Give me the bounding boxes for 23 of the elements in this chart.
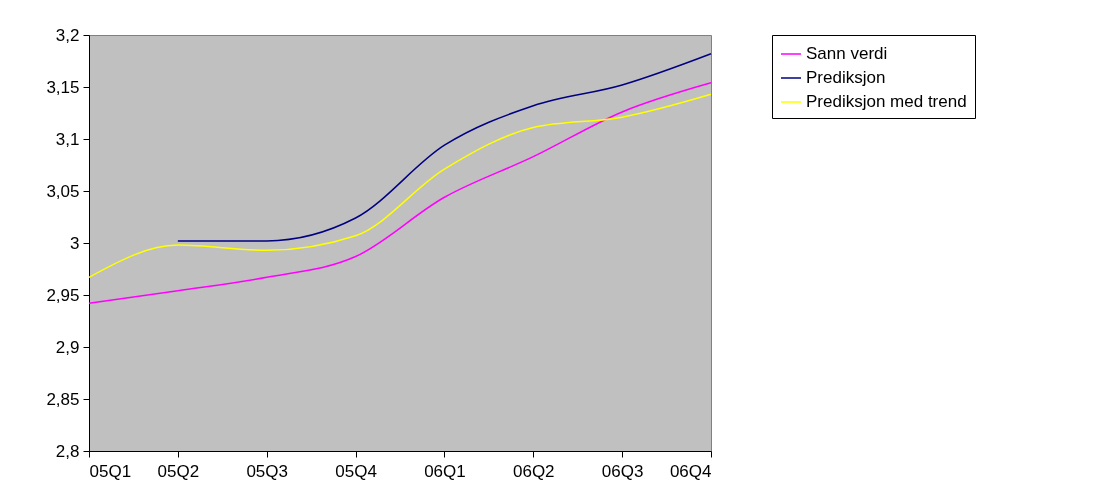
x-tick-label: 06Q3 <box>601 461 644 481</box>
legend-label: Prediksjon med trend <box>806 92 967 111</box>
y-tick-label: 3,1 <box>55 129 80 149</box>
line-series <box>177 52 712 242</box>
line-series <box>88 93 712 279</box>
x-tick-label: 05Q1 <box>89 461 132 481</box>
line-series <box>88 82 712 305</box>
y-tick-label: 3,15 <box>46 77 80 97</box>
y-tick-label: 3,05 <box>46 181 80 201</box>
legend-label: Prediksjon <box>806 68 886 87</box>
y-tick-label: 2,8 <box>55 441 80 461</box>
y-tick-label: 2,95 <box>46 285 80 305</box>
x-tick-label: 05Q2 <box>157 461 200 481</box>
y-tick-label: 2,85 <box>46 389 80 409</box>
x-tick-label: 06Q2 <box>512 461 555 481</box>
x-tick-label: 05Q4 <box>335 461 377 481</box>
x-tick-label: 06Q1 <box>424 461 466 481</box>
y-tick-label: 2,9 <box>55 337 80 357</box>
y-tick-label: 3 <box>70 233 80 253</box>
x-tick-label: 06Q4 <box>669 461 712 481</box>
legend-label: Sann verdi <box>806 44 888 63</box>
y-tick-label: 3,2 <box>55 25 80 45</box>
x-tick-label: 05Q3 <box>246 461 289 481</box>
